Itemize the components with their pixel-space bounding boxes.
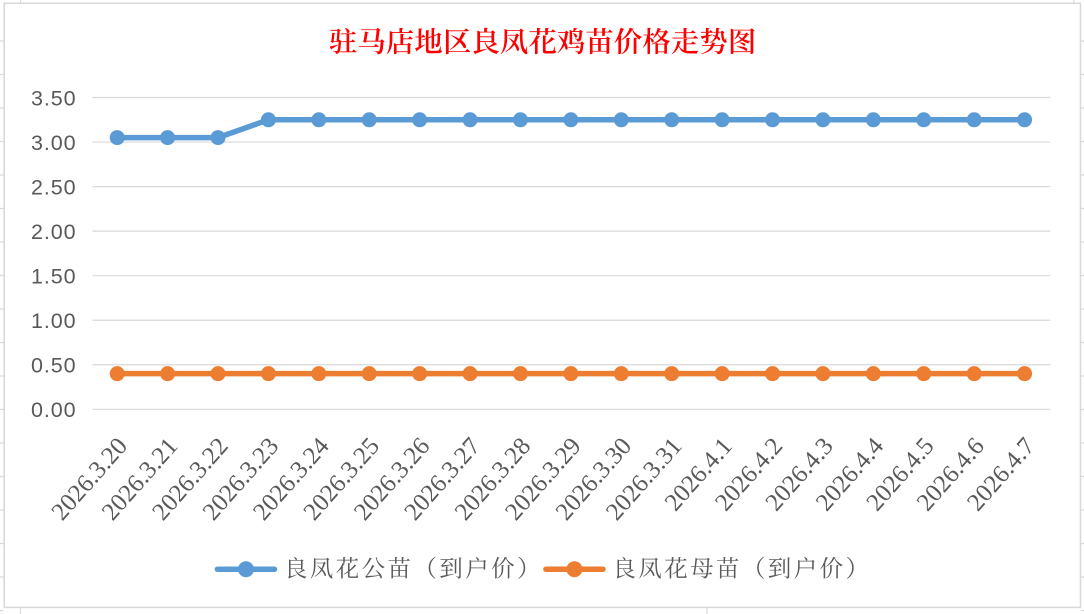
svg-text:0.50: 0.50 [31,354,76,378]
svg-text:1.50: 1.50 [31,264,76,288]
svg-text:0.00: 0.00 [31,398,76,422]
svg-text:2.50: 2.50 [31,175,76,199]
svg-text:2.00: 2.00 [31,220,76,244]
svg-text:3.50: 3.50 [31,86,76,110]
svg-text:3.00: 3.00 [31,131,76,155]
svg-text:1.00: 1.00 [31,309,76,333]
